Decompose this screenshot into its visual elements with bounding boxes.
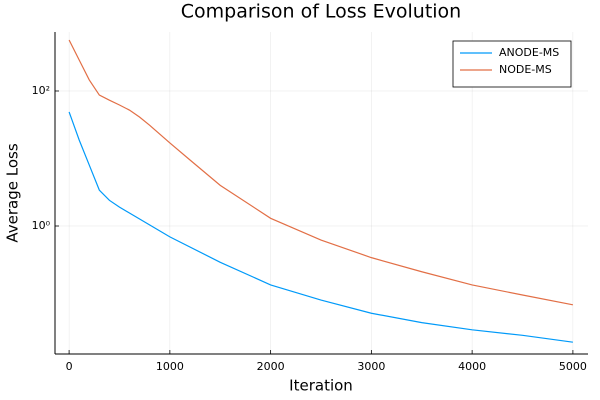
x-tick-label: 5000 bbox=[559, 360, 587, 373]
y-tick-label: 10⁰ bbox=[32, 219, 51, 232]
x-tick-label: 0 bbox=[66, 360, 73, 373]
data-line bbox=[68, 39, 574, 306]
data-line bbox=[68, 111, 573, 343]
x-tick-label: 2000 bbox=[257, 360, 285, 373]
x-axis-label: Iteration bbox=[289, 377, 353, 395]
y-tick-label: 10² bbox=[32, 84, 50, 97]
legend-box bbox=[452, 40, 572, 88]
x-tick-label: 4000 bbox=[458, 360, 486, 373]
legend-label: ANODE-MS bbox=[499, 46, 559, 59]
y-axis-label: Average Loss bbox=[4, 143, 22, 242]
legend-label: NODE-MS bbox=[499, 63, 552, 76]
chart-title: Comparison of Loss Evolution bbox=[181, 1, 461, 23]
x-tick-label: 3000 bbox=[357, 360, 385, 373]
x-tick-label: 1000 bbox=[156, 360, 184, 373]
